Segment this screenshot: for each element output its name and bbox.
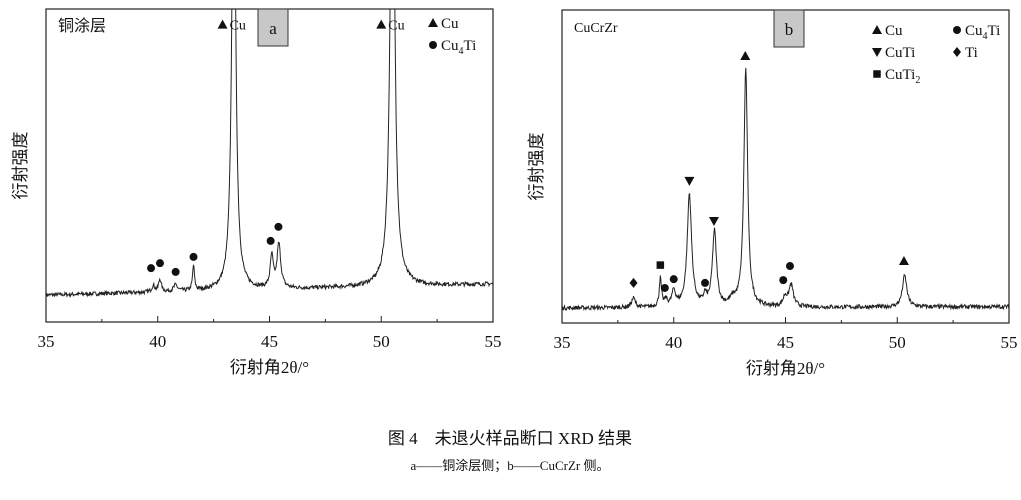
- legend-label: Cu4Ti: [441, 38, 476, 57]
- triangle-up-marker: [376, 19, 387, 29]
- x-tick-label: 50: [889, 333, 906, 352]
- circle-marker: [274, 222, 283, 231]
- x-tick-label: 40: [149, 332, 166, 351]
- circle-marker: [155, 259, 164, 268]
- legend-label-text: Cu: [885, 23, 903, 39]
- diamond-marker: [629, 277, 638, 288]
- legend-label-text: CuTi: [885, 67, 915, 83]
- legend-suffix: Ti: [988, 23, 1001, 39]
- legend-label-text: Ti: [965, 45, 978, 61]
- square-marker: [656, 261, 665, 269]
- figure-caption-note: a——铜涂层侧；b——CuCrZr 侧。: [411, 458, 610, 474]
- triangle-down-marker: [708, 216, 719, 226]
- circle-marker: [669, 275, 678, 284]
- x-tick-label: 55: [485, 332, 502, 351]
- legend-label-text: Cu: [441, 38, 459, 54]
- circle-marker: [779, 276, 788, 285]
- legend-suffix: Ti: [464, 38, 477, 54]
- triangle-down-marker: [684, 176, 695, 186]
- panel-tag-box: [773, 9, 805, 48]
- triangle-up-marker: [898, 256, 909, 266]
- x-tick-label: 45: [261, 332, 278, 351]
- circle-marker: [266, 236, 275, 245]
- x-tick-label: 35: [38, 332, 55, 351]
- xrd-series-line: [46, 9, 493, 298]
- x-tick-label: 55: [1001, 333, 1018, 352]
- x-tick-label: 40: [665, 333, 682, 352]
- x-axis-label: 衍射角2θ/°: [746, 359, 825, 378]
- circle-marker: [785, 262, 794, 271]
- legend-circle-icon: [953, 26, 961, 34]
- plot-frame: [561, 9, 1010, 324]
- x-axis-label: 衍射角2θ/°: [230, 358, 309, 377]
- peak-label: Cu: [388, 19, 404, 34]
- legend-label: Cu: [441, 16, 459, 32]
- legend-triangle-up-icon: [428, 18, 438, 27]
- triangle-up-marker: [740, 51, 751, 61]
- x-tick-label: 45: [777, 333, 794, 352]
- legend-diamond-icon: [953, 47, 961, 57]
- legend-label-text: Cu: [441, 16, 459, 32]
- y-axis-label: 衍射强度: [527, 133, 546, 201]
- legend-label: Cu4Ti: [965, 23, 1000, 42]
- panel-tag-label: a: [269, 19, 277, 38]
- circle-marker: [660, 283, 669, 292]
- peak-label: Cu: [230, 19, 246, 34]
- legend-subscript: 2: [915, 75, 920, 86]
- legend-subscript: 4: [983, 31, 988, 42]
- sample-label: CuCrZr: [574, 21, 618, 36]
- x-tick-label: 35: [554, 333, 571, 352]
- panel-tag-label: b: [785, 20, 794, 39]
- legend-label-text: CuTi: [885, 45, 915, 61]
- legend-label: CuTi2: [885, 67, 920, 86]
- legend-square-icon: [873, 70, 881, 78]
- sample-label: 铜涂层: [58, 17, 106, 35]
- legend-label: CuTi: [885, 45, 915, 61]
- legend-triangle-up-icon: [872, 25, 882, 34]
- legend-subscript: 4: [459, 46, 464, 57]
- circle-marker: [701, 278, 710, 287]
- triangle-up-marker: [217, 19, 228, 29]
- xrd-series-line: [562, 67, 1009, 312]
- circle-marker: [147, 264, 156, 273]
- y-axis-label: 衍射强度: [11, 132, 30, 200]
- legend-circle-icon: [429, 41, 437, 49]
- legend-label-text: Cu: [965, 23, 983, 39]
- x-tick-label: 50: [373, 332, 390, 351]
- legend-label: Cu: [885, 23, 903, 39]
- circle-marker: [189, 252, 198, 261]
- panel-tag-box: [257, 8, 289, 47]
- legend-label: Ti: [965, 45, 978, 61]
- circle-marker: [171, 267, 180, 276]
- legend-triangle-down-icon: [872, 48, 882, 57]
- figure-caption-title: 图 4 未退火样品断口 XRD 结果: [388, 429, 632, 448]
